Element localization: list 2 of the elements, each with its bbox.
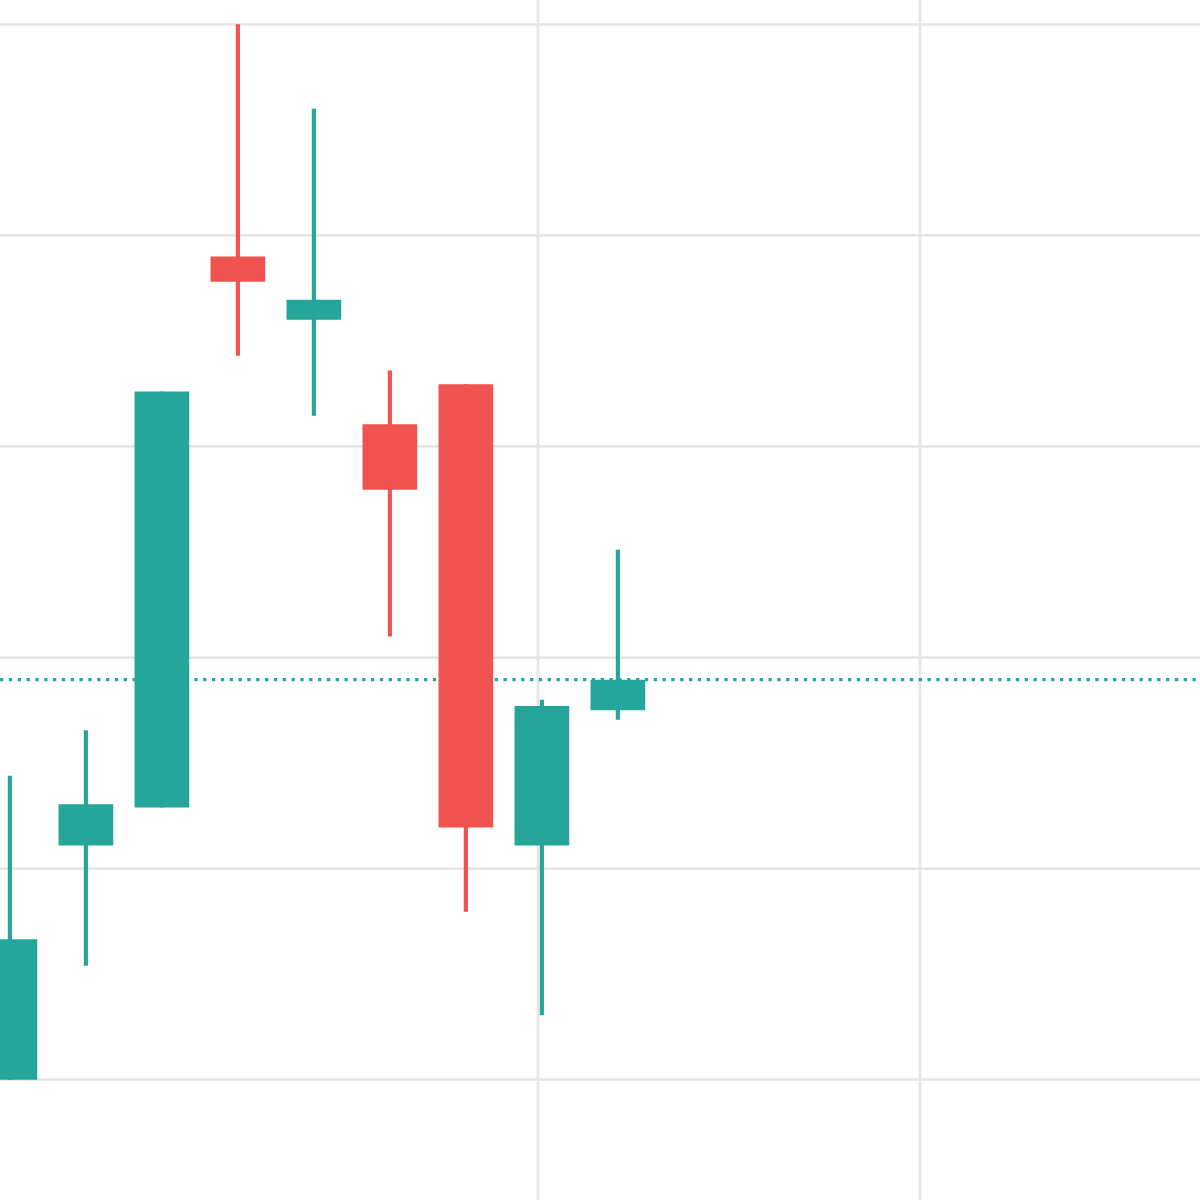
candlestick (210, 22, 266, 358)
candlestick (286, 106, 342, 418)
